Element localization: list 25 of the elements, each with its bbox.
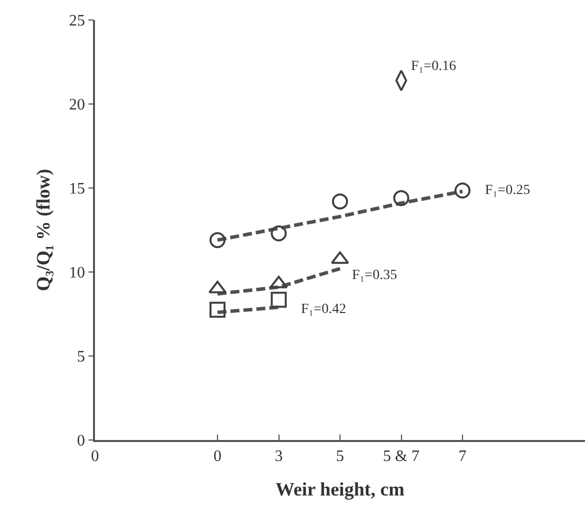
x-tick-label: 3	[274, 448, 283, 465]
point	[454, 182, 470, 199]
y-tick-label: 20	[69, 96, 86, 114]
y-tick-label: 15	[69, 180, 86, 198]
x-tick-label: 5	[336, 448, 344, 465]
x-tick-label: 7	[458, 448, 466, 465]
x-tick-label: 5 & 7	[383, 448, 420, 465]
series-label: F₁=0.42	[301, 302, 346, 317]
y-axis-title: Q₃/Q₁ % (flow)	[33, 168, 54, 292]
point	[210, 232, 226, 248]
series-label: F₁=0.16	[411, 59, 456, 74]
point	[393, 190, 410, 206]
point	[210, 302, 226, 318]
x-tick-label: 0	[91, 448, 99, 465]
series-label: F₁=0.25	[485, 183, 530, 198]
y-tick-label: 0	[77, 432, 86, 450]
point	[270, 292, 287, 308]
x-tick-label: 0	[214, 448, 222, 465]
y-tick-label: 25	[69, 12, 86, 30]
point	[270, 225, 287, 242]
y-tick-label: 5	[77, 348, 86, 366]
point	[332, 193, 348, 210]
series-label: F₁=0.35	[352, 268, 398, 283]
y-tick-label: 10	[69, 264, 86, 282]
x-axis-title: Weir height, cm	[276, 479, 405, 500]
